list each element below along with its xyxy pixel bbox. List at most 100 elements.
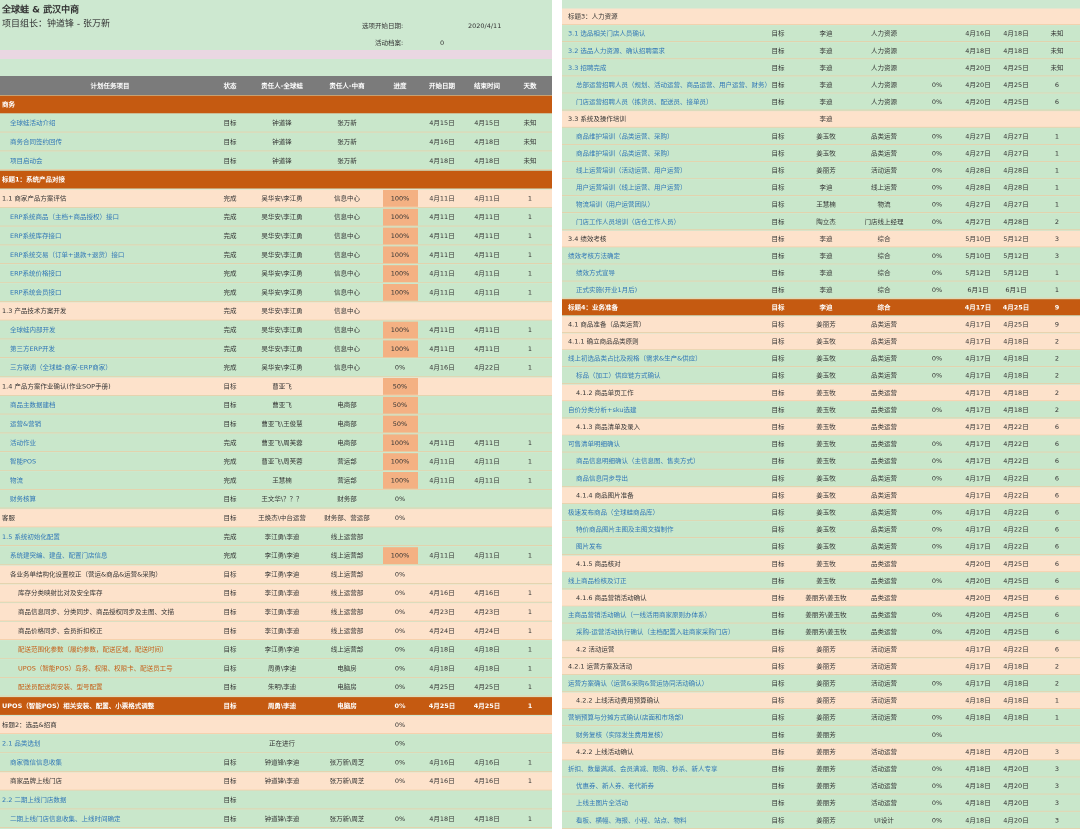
cell-text: 4月18日 [429, 157, 454, 165]
cell-text: 营运部 [337, 457, 357, 466]
cell-text: 0% [395, 495, 405, 503]
cell-text: 目标 [772, 473, 786, 482]
cell-text: 6 [1055, 98, 1059, 106]
cell-text: 信息中心 [334, 250, 361, 259]
activity-value: 0 [440, 39, 444, 47]
cell-text: 50% [393, 401, 407, 409]
cell-text: 吴华安\李江勇 [261, 231, 302, 240]
cell-text: 姜玉牧 [816, 371, 836, 380]
cell-text: 姜玉牧 [816, 354, 836, 363]
cell-text: 李迪 [820, 268, 834, 277]
cell-text: 李迪 [820, 29, 834, 38]
cell-text: 曹亚飞\王俊慧 [261, 419, 303, 428]
cell-text: 钟道锋 [272, 118, 292, 127]
cell-text: 目标 [772, 268, 786, 277]
cell-text: 100% [391, 251, 410, 259]
task-name: 4.1.6 商品营销活动确认 [576, 593, 647, 602]
task-name: 4.1 商品准备（品类运营） [568, 319, 645, 328]
cell-text: 1 [528, 815, 532, 823]
activity-label: 活动档案: [375, 38, 403, 47]
task-name: 商品维护培训（品类运营、采购） [576, 148, 674, 157]
cell-text: 1 [528, 345, 532, 353]
cell-text: 4月17日 [965, 543, 990, 551]
cell-text: 4月17日 [965, 355, 990, 363]
cell-text: 李江勇\李迪 [265, 532, 300, 541]
task-name: 商品信息明细确认（主信息图、售卖方式） [576, 456, 700, 465]
task-name: 4.1.4 商品图片准备 [576, 490, 634, 499]
cell-text: 信息中心 [334, 212, 361, 221]
progress-cell [383, 415, 418, 433]
cell-text: 目标 [772, 165, 786, 174]
cell-text: 财务部、营运部 [324, 513, 370, 522]
cell-text: 活动运营 [871, 713, 898, 722]
cell-text: 4月28日 [965, 184, 990, 192]
cell-text: 吴华安\李江勇 [261, 325, 302, 334]
row-bg [562, 572, 1080, 589]
cell-text: 完成 [224, 363, 238, 372]
cell-text: 李迪 [820, 97, 834, 106]
cell-text: 4月18日 [965, 47, 990, 55]
cell-text: 4月16日 [474, 777, 499, 785]
cell-text: 4月25日 [1003, 303, 1030, 311]
cell-text: 4月17日 [965, 372, 990, 380]
cell-text: 曹亚飞\周芙蓉 [261, 438, 303, 447]
cell-text: 1 [528, 458, 532, 466]
task-name: 总部运营招聘人员（规划、活动运营、商品运营、用户运营、财务） [576, 80, 771, 89]
cell-text: 曹亚飞 [272, 381, 292, 390]
cell-text: 活动运营 [871, 644, 898, 653]
cell-text: 0% [395, 646, 405, 654]
cell-text: 电商部 [337, 400, 357, 409]
cell-text: 6月1日 [967, 286, 988, 294]
cell-text: 目标 [224, 701, 238, 710]
task-name: 4.1.1 确立商品品类原则 [568, 336, 639, 345]
row-bg [562, 778, 1080, 795]
cell-text: 4月22日 [1003, 491, 1028, 499]
cell-text: 1 [1055, 269, 1059, 277]
row-bg [562, 812, 1080, 829]
row-bg [562, 162, 1080, 179]
cell-text: 钟道锋\李迪 [265, 757, 300, 766]
cell-text: 1 [528, 589, 532, 597]
row-bg [0, 170, 552, 189]
cell-text: 目标 [772, 439, 786, 448]
cell-text: 0% [932, 184, 942, 192]
progress-cell [383, 227, 418, 245]
cell-text: 2 [1055, 406, 1059, 414]
cell-text: 王慧楠 [272, 475, 292, 484]
cell-text: 完成 [224, 231, 238, 240]
cell-text: 1 [528, 232, 532, 240]
cell-text: 陶立杰 [816, 217, 836, 226]
cell-text: 人力资源 [871, 46, 898, 55]
cell-text: 李迪 [819, 302, 834, 311]
task-name: 绩效方式宣导 [576, 268, 616, 277]
cell-text: 李江勇\李迪 [265, 607, 300, 616]
column-header: 结束时间 [474, 81, 501, 90]
task-name: 用户运营培训（线上运营、用户运营） [576, 183, 687, 192]
cell-text: 4月28日 [965, 166, 990, 174]
cell-text: 1 [1055, 201, 1059, 209]
row-bg [562, 470, 1080, 487]
column-header: 开始日期 [429, 81, 456, 90]
task-name: 标题4：业务准备 [567, 302, 619, 311]
row-bg [0, 715, 552, 734]
cell-text: 4月18日 [965, 765, 990, 773]
cell-text: 0% [395, 364, 405, 372]
row-bg [562, 521, 1080, 538]
task-name: 4.1.2 商品单页工作 [576, 388, 634, 397]
progress-cell [383, 378, 418, 395]
column-header: 天数 [524, 81, 538, 90]
task-name: 4.2.2 上线活动确认 [576, 747, 634, 756]
cell-text: 0% [932, 816, 942, 824]
cell-text: 4月22日 [1003, 543, 1028, 551]
cell-text: 目标 [772, 371, 786, 380]
cell-text: 100% [391, 213, 410, 221]
row-bg [562, 418, 1080, 435]
cell-text: 2 [1055, 218, 1059, 226]
cell-text: 4月17日 [965, 491, 990, 499]
cell-text: 品类运营 [871, 559, 898, 568]
cell-text: 0% [932, 201, 942, 209]
cell-text: 1 [528, 683, 532, 691]
cell-text: 2 [1055, 337, 1059, 345]
cell-text: 5月10日 [965, 252, 990, 260]
cell-text: 4月18日 [965, 782, 990, 790]
